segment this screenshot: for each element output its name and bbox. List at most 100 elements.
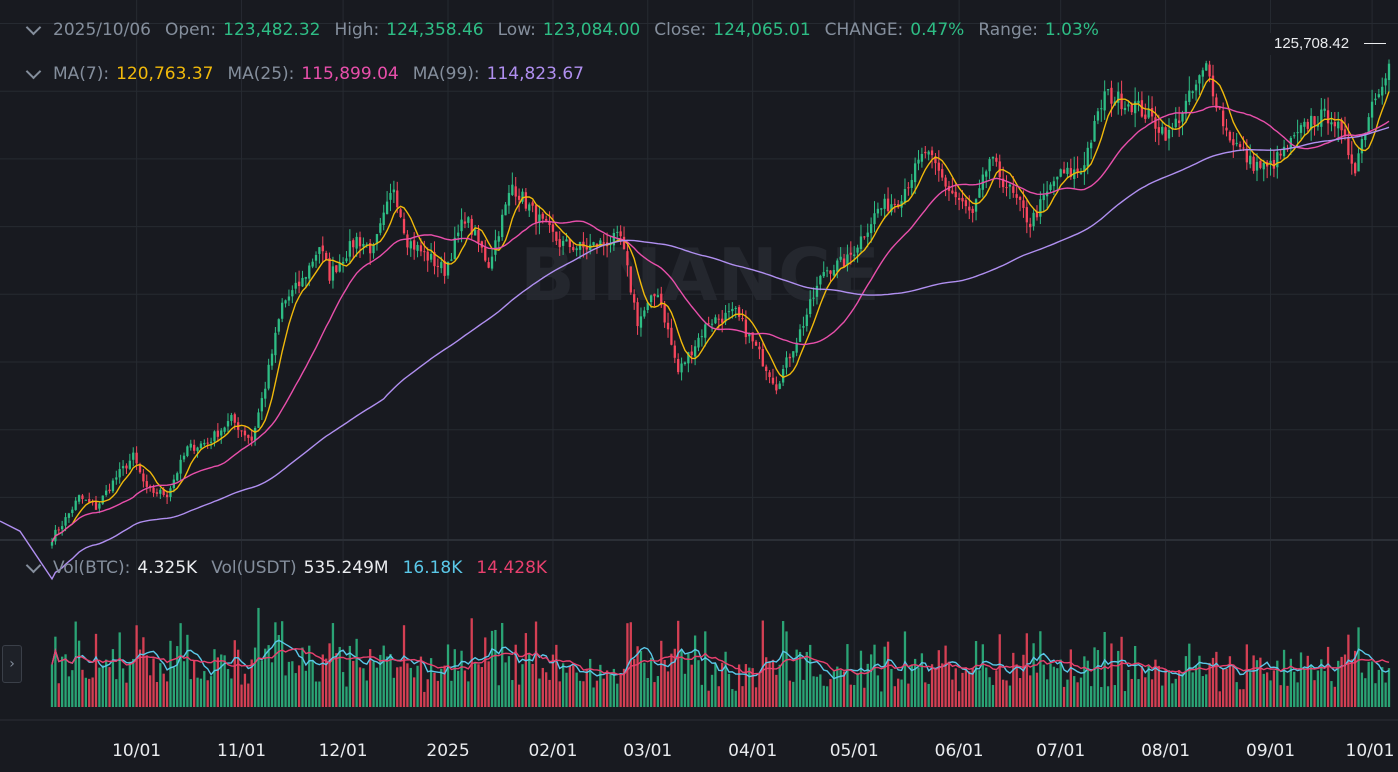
volume-bar <box>372 661 375 707</box>
volume-bar <box>1181 673 1184 707</box>
volume-bar <box>758 673 761 707</box>
volume-bar <box>1086 660 1089 707</box>
candle-body <box>423 251 426 253</box>
volume-bar <box>670 653 673 707</box>
candle-body <box>253 428 257 441</box>
vol-btc-value: 4.325K <box>137 558 198 578</box>
candle-body <box>680 363 683 373</box>
candle-body <box>666 322 670 330</box>
candle-body <box>869 224 873 234</box>
candle-body <box>1269 160 1272 165</box>
candle-body <box>338 262 341 272</box>
volume-bar <box>1018 678 1022 707</box>
volume-bar <box>917 667 920 707</box>
candle-body <box>1384 78 1387 86</box>
volume-bar <box>291 661 294 707</box>
volume-bar <box>832 671 836 707</box>
volume-bar <box>1113 685 1116 707</box>
chevron-down-icon[interactable] <box>25 557 42 573</box>
volume-bar <box>680 648 683 707</box>
volume-bar <box>389 653 392 707</box>
candle-body <box>721 318 724 323</box>
candle-body <box>1161 126 1164 134</box>
vol-ma-slow-value: 14.428K <box>476 558 548 578</box>
volume-bar <box>741 686 744 707</box>
volume-bar <box>951 679 954 707</box>
volume-bar <box>1211 657 1215 707</box>
volume-bar <box>602 678 605 707</box>
chevron-down-icon[interactable] <box>25 19 42 35</box>
high-label: High: <box>334 20 380 40</box>
chevron-down-icon[interactable] <box>25 63 42 79</box>
volume-bar <box>778 664 781 707</box>
candle-body <box>1313 116 1316 125</box>
candle-body <box>842 258 846 267</box>
candle-body <box>991 156 995 159</box>
volume-bar <box>1049 663 1052 707</box>
volume-bar <box>846 644 849 707</box>
candle-body <box>761 348 764 367</box>
volume-bar <box>1354 650 1357 707</box>
candle-body <box>165 494 169 498</box>
candle-body <box>396 190 399 208</box>
volume-bar <box>1279 685 1282 707</box>
candle-body <box>1374 98 1377 101</box>
volume-bar <box>1259 657 1262 707</box>
candle-body <box>233 414 236 423</box>
candle-body <box>443 261 446 276</box>
candle-body <box>1150 108 1154 117</box>
candle-body <box>50 542 54 546</box>
candle-body <box>677 359 680 373</box>
last-price-tick <box>1364 43 1386 44</box>
volume-bar <box>717 686 720 707</box>
volume-bar <box>744 664 748 707</box>
candle-body <box>325 252 328 260</box>
candle-body <box>142 473 145 482</box>
candle-body <box>1357 153 1360 172</box>
expand-panel-button[interactable]: › <box>2 645 22 683</box>
volume-bar <box>423 691 426 707</box>
volume-bar <box>751 668 754 707</box>
volume-bar <box>206 680 209 707</box>
volume-bar <box>193 660 196 707</box>
volume-bar <box>883 646 886 707</box>
volume-bar <box>822 685 825 707</box>
volume-bar <box>876 675 880 707</box>
volume-bar <box>111 649 115 707</box>
candle-body <box>717 318 720 320</box>
volume-bar <box>203 671 206 707</box>
volume-bar <box>805 651 808 707</box>
candle-body <box>463 221 467 224</box>
candle-body <box>839 256 842 260</box>
candle-body <box>1056 176 1059 180</box>
volume-bar <box>1083 656 1086 707</box>
candle-body <box>1249 155 1252 165</box>
volume-bar <box>504 662 507 707</box>
volume-bar <box>754 687 758 707</box>
candle-body <box>1167 129 1171 139</box>
volume-bar <box>1066 679 1069 707</box>
volume-ma-fast-line <box>51 639 1390 680</box>
candle-body <box>514 186 517 197</box>
volume-bar <box>1191 672 1194 707</box>
volume-bar <box>1387 668 1391 707</box>
candle-body <box>886 198 890 212</box>
candle-body <box>287 296 291 301</box>
candle-body <box>545 218 548 221</box>
volume-bar <box>771 659 775 707</box>
volume-bar <box>352 660 355 707</box>
candle-body <box>697 337 700 348</box>
candle-body <box>128 460 132 469</box>
candle-body <box>406 234 409 248</box>
candle-body <box>1282 146 1286 157</box>
volume-bar <box>369 649 372 707</box>
volume-bar <box>721 662 724 707</box>
volume-bar <box>819 674 822 707</box>
candle-body <box>94 501 98 510</box>
volume-bar <box>294 673 297 707</box>
candle-body <box>616 231 619 233</box>
volume-bar <box>446 644 450 707</box>
candle-body <box>101 495 104 504</box>
